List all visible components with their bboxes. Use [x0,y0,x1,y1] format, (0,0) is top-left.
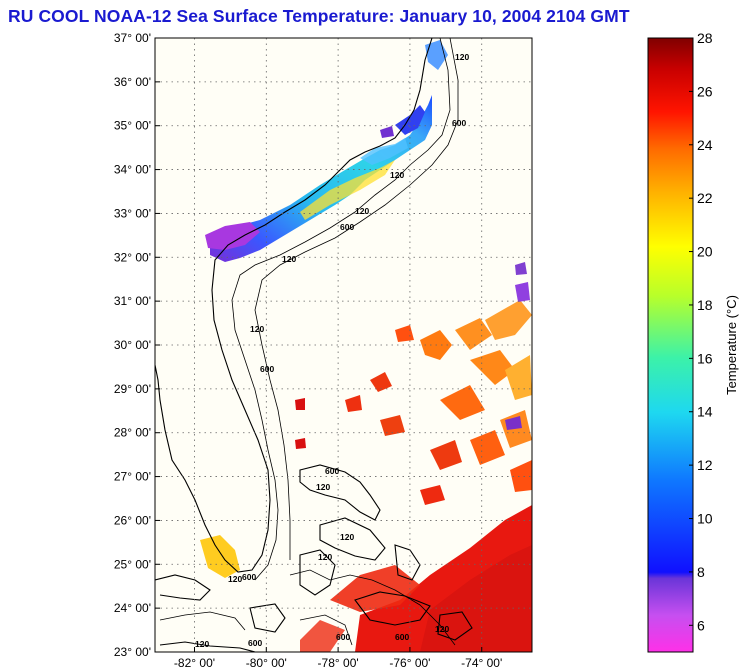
svg-text:600: 600 [325,466,339,476]
lat-label: 25° 00' [114,557,151,571]
longitude-labels: -82° 00' -80° 00' -78° 00' -76° 00' -74° 00' [174,656,502,670]
colorbar-tick-label: 10 [697,511,713,527]
svg-text:120: 120 [316,482,330,492]
svg-text:600: 600 [452,118,466,128]
lon-label: -78° 00' [318,656,359,670]
lat-label: 36° 00' [114,75,151,89]
lat-label: 33° 00' [114,206,151,220]
colorbar-tick-label: 22 [697,190,713,206]
lat-label: 34° 00' [114,163,151,177]
svg-text:120: 120 [435,624,449,634]
florida-bay-sst [200,535,240,578]
lat-label: 28° 00' [114,426,151,440]
colorbar-tick-label: 16 [697,350,713,366]
colorbar-title: Temperature (°C) [724,295,739,395]
colorbar-ticks: 6 8 10 12 14 16 18 20 22 24 26 28 [689,30,713,633]
colorbar-tick-label: 12 [697,457,713,473]
isobath-labels: 120 600 120 120 600 120 120 600 600 120 … [195,52,469,649]
coastline [155,38,473,652]
svg-text:600: 600 [340,222,354,232]
lat-label: 26° 00' [114,513,151,527]
map-frame [154,37,533,653]
svg-text:600: 600 [395,632,409,642]
colorbar-tick-label: 28 [697,30,713,46]
lat-label: 24° 00' [114,601,151,615]
map-title: RU COOL NOAA-12 Sea Surface Temperature:… [8,6,630,26]
lat-label: 35° 00' [114,119,151,133]
colorbar-tick-label: 8 [697,564,705,580]
lat-label: 37° 00' [114,31,151,45]
colorbar-tick-label: 18 [697,297,713,313]
svg-text:600: 600 [260,364,274,374]
lat-label: 30° 00' [114,338,151,352]
lon-label: -82° 00' [174,656,215,670]
lat-lon-grid [155,37,532,653]
svg-text:120: 120 [390,170,404,180]
lon-label: -80° 00' [246,656,287,670]
isobath-contours [159,38,459,646]
colorbar-tick-label: 24 [697,137,713,153]
svg-text:120: 120 [340,532,354,542]
lat-label: 23° 00' [114,645,151,659]
svg-text:120: 120 [195,639,209,649]
svg-text:600: 600 [248,638,262,648]
svg-text:120: 120 [455,52,469,62]
svg-text:600: 600 [336,632,350,642]
lat-label: 31° 00' [114,294,151,308]
svg-text:120: 120 [355,206,369,216]
svg-text:120: 120 [282,254,296,264]
lat-label: 27° 00' [114,470,151,484]
svg-text:600: 600 [242,572,256,582]
svg-text:120: 120 [250,324,264,334]
lon-label: -76° 00' [389,656,430,670]
latitude-labels: 37° 00' 36° 00' 35° 00' 34° 00' 33° 00' 32° 0… [114,31,151,659]
colorbar-tick-label: 14 [697,404,713,420]
lon-label: -74° 00' [461,656,502,670]
colorbar-tick-label: 26 [697,83,713,99]
warm-water-region [300,505,532,652]
colorbar [647,37,694,653]
svg-text:120: 120 [318,552,332,562]
lat-label: 32° 00' [114,250,151,264]
colorbar-tick-label: 20 [697,244,713,260]
colorbar-tick-label: 6 [697,617,705,633]
lat-label: 29° 00' [114,382,151,396]
scattered-sst-patches [295,262,532,505]
svg-text:120: 120 [228,574,242,584]
